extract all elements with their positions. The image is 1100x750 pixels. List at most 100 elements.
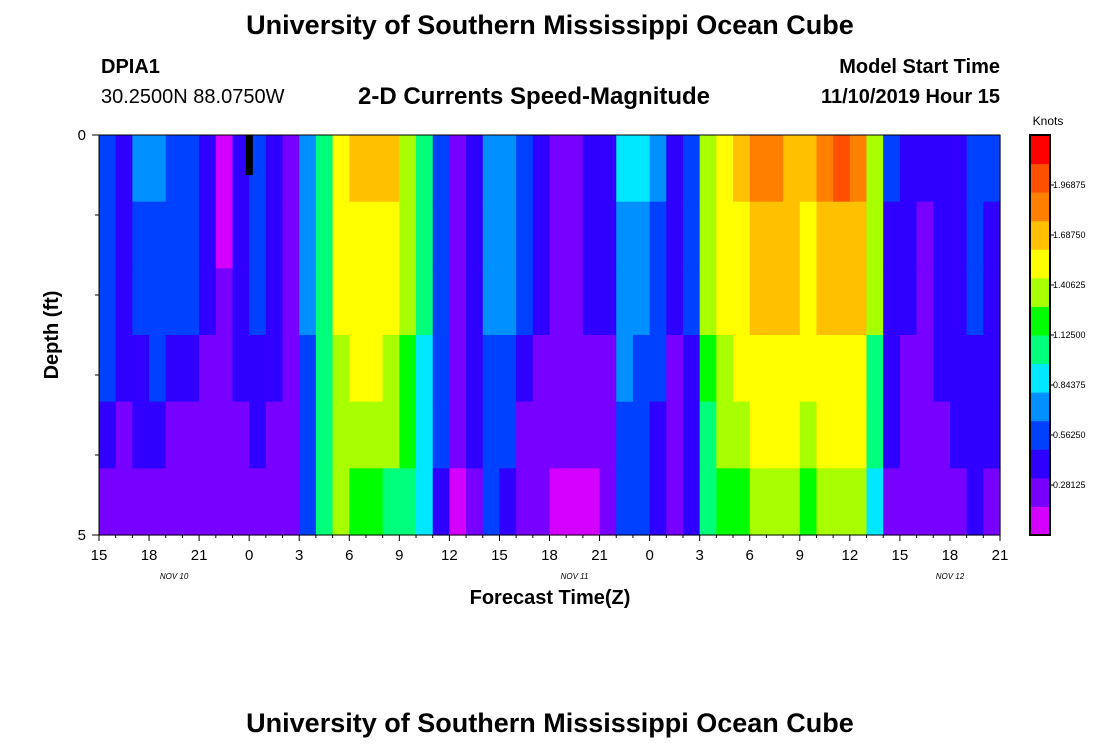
heatmap-cell	[265, 335, 284, 403]
heatmap-cell	[949, 335, 968, 403]
heatmap-cell	[99, 135, 117, 203]
heatmap-cell	[115, 401, 133, 469]
colorbar-swatch	[1030, 135, 1050, 165]
heatmap-cell	[799, 268, 818, 336]
heatmap-cell	[599, 335, 617, 403]
x-tick-label: 18	[942, 547, 959, 564]
heatmap-cell	[966, 135, 984, 203]
heatmap-cell	[766, 268, 784, 336]
x-tick-label: 12	[841, 547, 858, 564]
station-coordinates: 30.2500N 88.0750W	[101, 86, 285, 108]
heatmap-cell	[682, 468, 701, 536]
heatmap-cell	[649, 201, 667, 269]
heatmap-cell	[966, 268, 984, 336]
x-tick-label: 0	[245, 547, 253, 564]
heatmap-cell	[849, 201, 868, 269]
heatmap-cell	[883, 268, 901, 336]
heatmap-cell	[916, 268, 934, 336]
heatmap-cell	[165, 268, 184, 336]
heatmap-cell	[883, 401, 901, 469]
heatmap-cell	[149, 135, 167, 203]
heatmap-cell	[866, 201, 884, 269]
heatmap-cell	[649, 268, 667, 336]
heatmap-cell	[132, 268, 150, 336]
heatmap-cell	[349, 268, 367, 336]
heatmap-cell	[182, 468, 200, 536]
heatmap-cell	[466, 335, 484, 403]
colorbar-swatch	[1030, 420, 1050, 450]
colorbar-swatch	[1030, 506, 1050, 536]
heatmap-cell	[532, 335, 551, 403]
heatmap-cell	[983, 201, 1001, 269]
x-axis-label: Forecast Time(Z)	[470, 587, 631, 609]
x-tick-label: 21	[992, 547, 1009, 564]
x-tick-label: 21	[191, 547, 208, 564]
heatmap-cell	[182, 201, 200, 269]
heatmap-cell	[649, 401, 667, 469]
heatmap-cell	[416, 401, 434, 469]
heatmap-cell	[949, 468, 968, 536]
heatmap-cell	[165, 201, 184, 269]
heatmap-cell	[716, 268, 734, 336]
heatmap-cell	[349, 335, 367, 403]
heatmap-cell	[282, 135, 300, 203]
heatmap-cell	[816, 268, 834, 336]
heatmap-cell	[833, 135, 851, 203]
colorbar-swatch	[1030, 392, 1050, 422]
heatmap-cell	[182, 401, 200, 469]
heatmap-cell	[399, 335, 417, 403]
x-tick-label: 0	[645, 547, 653, 564]
heatmap-cell	[232, 201, 250, 269]
heatmap-cell	[482, 401, 501, 469]
heatmap-cell	[833, 401, 851, 469]
heatmap-cell	[766, 401, 784, 469]
y-axis-label: Depth (ft)	[41, 291, 63, 380]
heatmap-cell	[799, 201, 818, 269]
heatmap-cell	[182, 135, 200, 203]
heatmap-cell	[149, 335, 167, 403]
heatmap-cell	[132, 468, 150, 536]
heatmap-cell	[99, 201, 117, 269]
heatmap-cell	[632, 335, 651, 403]
heatmap-cell	[399, 135, 417, 203]
heatmap-cell	[466, 401, 484, 469]
x-tick-label: 3	[695, 547, 703, 564]
heatmap-cell	[632, 468, 651, 536]
heatmap-cell	[265, 268, 284, 336]
heatmap-cell	[249, 401, 267, 469]
heatmap-cell	[766, 335, 784, 403]
colorbar-unit: Knots	[1033, 114, 1064, 128]
heatmap-cell	[699, 268, 717, 336]
heatmap-cell	[99, 401, 117, 469]
heatmap-cell	[883, 201, 901, 269]
heatmap-cell	[949, 268, 968, 336]
heatmap-cell	[933, 468, 951, 536]
heatmap-cell	[666, 135, 684, 203]
colorbar-swatch	[1030, 249, 1050, 279]
heatmap-cell	[766, 468, 784, 536]
heatmap-cells	[99, 135, 1001, 536]
heatmap-cell	[382, 401, 400, 469]
heatmap-cell	[866, 268, 884, 336]
heatmap-cell	[115, 468, 133, 536]
heatmap-cell	[799, 401, 818, 469]
heatmap-cell	[666, 268, 684, 336]
heatmap-cell	[699, 201, 717, 269]
model-start-label: Model Start Time	[839, 56, 1000, 78]
colorbar-swatch	[1030, 277, 1050, 307]
model-start-value: 11/10/2019 Hour 15	[820, 86, 1000, 108]
heatmap-cell	[549, 401, 567, 469]
colorbar-swatch	[1030, 363, 1050, 393]
heatmap-cell	[816, 201, 834, 269]
heatmap-cell	[432, 201, 450, 269]
colorbar-swatch	[1030, 335, 1050, 365]
heatmap-cell	[849, 468, 868, 536]
heatmap-cell	[749, 201, 768, 269]
heatmap-cell	[349, 201, 367, 269]
x-tick-label: 3	[295, 547, 303, 564]
heatmap-cell	[833, 468, 851, 536]
colorbar-tick-label: 0.84375	[1053, 380, 1086, 390]
heatmap-cell	[716, 401, 734, 469]
heatmap-cell	[749, 135, 768, 203]
